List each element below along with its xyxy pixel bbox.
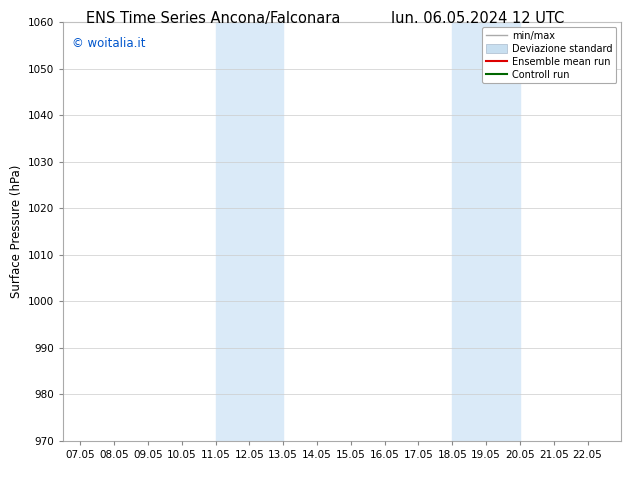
- Text: ENS Time Series Ancona/Falconara: ENS Time Series Ancona/Falconara: [86, 11, 340, 26]
- Text: lun. 06.05.2024 12 UTC: lun. 06.05.2024 12 UTC: [391, 11, 564, 26]
- Bar: [216, 22, 283, 441]
- Bar: [452, 22, 520, 441]
- Text: © woitalia.it: © woitalia.it: [72, 37, 145, 49]
- Legend: min/max, Deviazione standard, Ensemble mean run, Controll run: min/max, Deviazione standard, Ensemble m…: [482, 27, 616, 83]
- Y-axis label: Surface Pressure (hPa): Surface Pressure (hPa): [10, 165, 23, 298]
